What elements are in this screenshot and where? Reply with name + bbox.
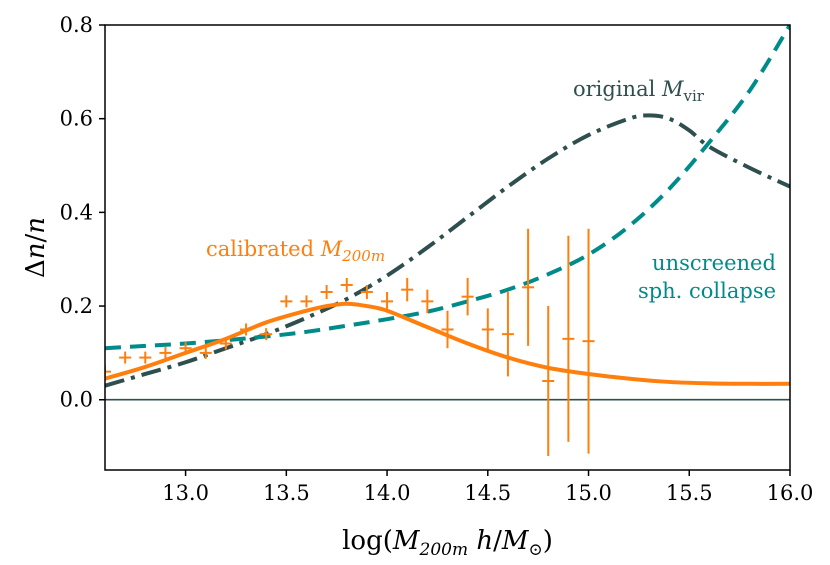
errorbar-point — [381, 292, 394, 311]
x-tick-label: 13.5 — [263, 481, 310, 505]
x-tick-label: 13.0 — [162, 481, 209, 505]
errorbar-point — [199, 346, 212, 359]
x-axis-title: log(M200m h/M⊙) — [342, 526, 553, 560]
errorbar-point — [501, 292, 514, 377]
series-line-unscreened-sph-collapse — [105, 25, 790, 351]
y-axis-title: Δn/n — [21, 217, 51, 278]
errorbar-point — [219, 337, 232, 350]
y-tick-label: 0.0 — [60, 388, 93, 412]
y-tick-label: 0.6 — [60, 107, 93, 131]
errorbar-point — [300, 295, 313, 308]
series-lines — [105, 25, 790, 388]
errorbar-point — [401, 277, 414, 302]
series-line-calibrated-m200m — [105, 301, 790, 386]
x-tick-label: 15.0 — [565, 481, 612, 505]
annotation-calibrated-m200m: calibrated M200m — [206, 237, 385, 265]
errorbar-point — [582, 228, 595, 454]
errorbar-point — [481, 308, 494, 351]
errorbar-point — [522, 228, 535, 346]
errorbar-point — [340, 277, 353, 292]
y-tick-label: 0.2 — [60, 294, 93, 318]
errorbar-point — [562, 235, 575, 442]
errorbar-point — [542, 306, 555, 456]
errorbar-point — [139, 351, 152, 364]
errorbar-point — [461, 277, 474, 316]
errorbar-point — [441, 310, 454, 349]
plot-frame — [104, 24, 791, 471]
annotation-original-mvir: original Mvir — [573, 77, 705, 105]
errorbar-point — [360, 284, 373, 300]
series-line-original-mvir — [105, 113, 790, 388]
errorbar-point — [119, 351, 132, 364]
x-tick-label: 16.0 — [767, 481, 814, 505]
x-tick-label: 14.0 — [364, 481, 411, 505]
errorbar-points — [105, 228, 595, 456]
errorbar-point — [179, 342, 192, 355]
y-tick-label: 0.4 — [60, 200, 93, 224]
x-tick-label: 15.5 — [666, 481, 713, 505]
errorbar-point — [421, 289, 434, 314]
errorbar-point — [240, 323, 253, 336]
errorbar-point — [280, 295, 293, 308]
errorbar-point — [105, 365, 111, 378]
y-tick-label: 0.8 — [60, 13, 93, 37]
axis-ticks: 13.0 13.5 14.0 14.5 15.0 15.5 16.0 0.0 0.2 0.4 0.6… — [60, 13, 814, 505]
annotation-sph-collapse: sph. collapse — [638, 279, 776, 303]
annotation-unscreened: unscreened — [652, 251, 776, 275]
errorbar-point — [260, 328, 273, 341]
errorbar-point — [320, 284, 333, 300]
x-tick-label: 14.5 — [464, 481, 511, 505]
errorbar-point — [159, 346, 172, 359]
